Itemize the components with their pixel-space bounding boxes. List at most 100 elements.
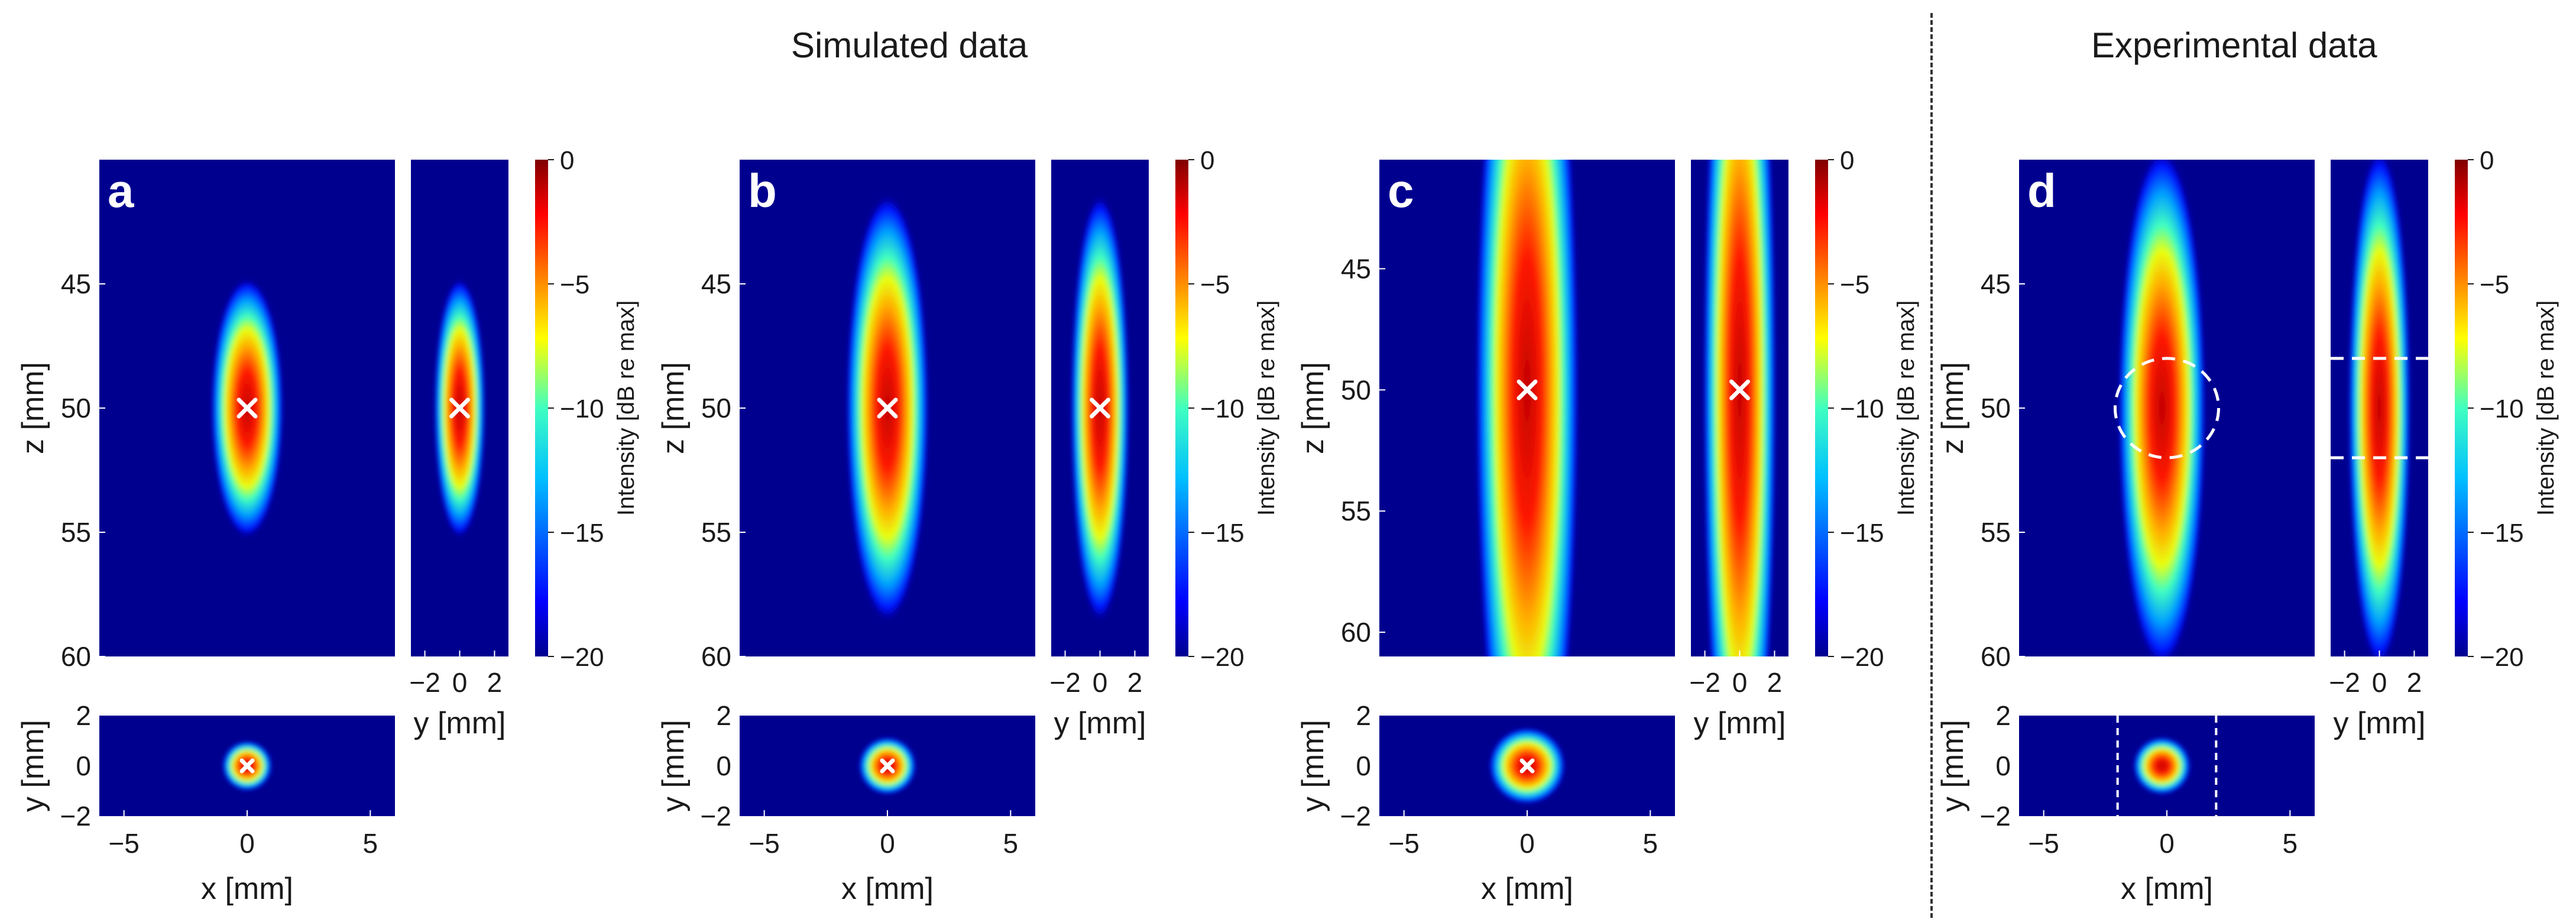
xy-view-a: −5 0 5 2 0 −2 x [mm] y [mm] xyxy=(16,700,395,906)
xz-peak-marker-c xyxy=(1517,379,1538,400)
x-axis-label-d: x [mm] xyxy=(2121,872,2213,906)
z-tick-c-45: 45 xyxy=(1341,253,1371,284)
y-tick-xy-c--2: −2 xyxy=(1340,801,1371,832)
z-tick-a-45: 45 xyxy=(61,268,91,299)
xy-view-c: −5 0 5 2 0 −2 x [mm] y [mm] xyxy=(1296,700,1675,906)
colorbar-tick-c--5: −5 xyxy=(1840,270,1869,299)
y-axis-label-yz-b: y [mm] xyxy=(1054,706,1146,740)
y-tick-yz-d--2: −2 xyxy=(2329,667,2360,698)
z-tick-d-60: 60 xyxy=(1981,641,2011,672)
y-axis-label-yz-d: y [mm] xyxy=(2334,706,2426,740)
y-axis-label-yz-a: y [mm] xyxy=(414,706,506,740)
colorbar-a: 0 −5 −10 −15 −20 Intensity [dB re max] xyxy=(535,146,639,672)
colorbar-tick-d--10: −10 xyxy=(2480,394,2524,423)
colorbar-strip-d xyxy=(2455,160,2468,656)
y-tick-xy-a--2: −2 xyxy=(60,801,91,832)
colorbar-label-b: Intensity [dB re max] xyxy=(1253,300,1279,516)
x-tick-d--5: −5 xyxy=(2028,828,2059,859)
z-axis-label-a: z [mm] xyxy=(16,362,50,454)
y-tick-xy-b-0: 0 xyxy=(716,750,731,781)
panel-letter-a: a xyxy=(108,164,134,217)
colorbar-d: 0 −5 −10 −15 −20 Intensity [dB re max] xyxy=(2455,146,2559,672)
xy-view-d: −5 0 5 2 0 −2 x [mm] y [mm] xyxy=(1936,700,2315,906)
simulated-data-title: Simulated data xyxy=(791,25,1028,65)
xz-focal-spot-d xyxy=(2118,160,2206,656)
y-tick-xy-b-2: 2 xyxy=(716,700,731,731)
x-tick-b-5: 5 xyxy=(1003,828,1019,859)
colorbar-label-a: Intensity [dB re max] xyxy=(613,300,639,516)
x-tick-c--5: −5 xyxy=(1388,828,1419,859)
y-tick-yz-c--2: −2 xyxy=(1689,667,1720,698)
colorbar-tick-a--20: −20 xyxy=(560,643,604,672)
colorbar-tick-d-0: 0 xyxy=(2480,146,2494,175)
y-tick-xy-d-0: 0 xyxy=(1995,750,2011,781)
z-tick-c-55: 55 xyxy=(1341,496,1371,526)
xz-view-a: a 45 50 55 60 z [mm] xyxy=(16,160,395,672)
x-axis-label-c: x [mm] xyxy=(1481,872,1573,906)
y-tick-yz-b--2: −2 xyxy=(1049,667,1080,698)
y-tick-yz-b-2: 2 xyxy=(1127,667,1143,698)
colorbar-tick-a--15: −15 xyxy=(560,519,604,548)
xy-peak-marker-c xyxy=(1519,758,1535,774)
yz-peak-marker-b xyxy=(1090,397,1110,419)
xz-peak-marker-a xyxy=(236,397,258,419)
yz-view-c: −2 0 2 y [mm] xyxy=(1689,160,1788,740)
z-tick-a-60: 60 xyxy=(61,641,91,672)
x-tick-d-5: 5 xyxy=(2283,828,2298,859)
z-tick-b-45: 45 xyxy=(701,268,731,299)
colorbar-tick-c--20: −20 xyxy=(1840,643,1884,672)
y-tick-yz-c-2: 2 xyxy=(1767,667,1783,698)
z-axis-label-b: z [mm] xyxy=(656,362,691,454)
z-tick-d-45: 45 xyxy=(1981,268,2011,299)
xz-peak-marker-b xyxy=(877,397,898,419)
y-tick-yz-a-0: 0 xyxy=(452,667,468,698)
xy-view-b: −5 0 5 2 0 −2 x [mm] y [mm] xyxy=(656,700,1035,906)
x-tick-a--5: −5 xyxy=(108,828,139,859)
x-axis-label-b: x [mm] xyxy=(841,872,934,906)
z-tick-d-55: 55 xyxy=(1981,517,2011,548)
colorbar-strip-a xyxy=(535,160,548,656)
colorbar-tick-b-0: 0 xyxy=(1200,146,1214,175)
yz-focal-spot-d xyxy=(2348,160,2411,656)
z-tick-c-50: 50 xyxy=(1341,374,1371,405)
z-tick-c-60: 60 xyxy=(1341,617,1371,648)
experimental-data-title: Experimental data xyxy=(2091,25,2377,65)
yz-view-a: −2 0 2 y [mm] xyxy=(409,160,508,740)
colorbar-tick-b--10: −10 xyxy=(1200,394,1245,423)
colorbar-strip-c xyxy=(1815,160,1828,656)
y-tick-yz-d-0: 0 xyxy=(2372,667,2387,698)
colorbar-tick-b--20: −20 xyxy=(1200,643,1245,672)
z-tick-a-55: 55 xyxy=(61,517,91,548)
y-tick-xy-c-2: 2 xyxy=(1356,700,1371,731)
x-tick-c-0: 0 xyxy=(1519,828,1535,859)
colorbar-label-d: Intensity [dB re max] xyxy=(2533,300,2559,516)
y-tick-xy-b--2: −2 xyxy=(701,801,731,832)
colorbar-label-c: Intensity [dB re max] xyxy=(1893,300,1919,516)
z-tick-d-50: 50 xyxy=(1981,393,2011,423)
z-tick-b-55: 55 xyxy=(701,517,731,548)
xy-peak-marker-a xyxy=(239,758,255,774)
colorbar-tick-a-0: 0 xyxy=(560,146,574,175)
colorbar-tick-a--5: −5 xyxy=(560,270,589,299)
y-tick-yz-a-2: 2 xyxy=(487,667,503,698)
colorbar-tick-b--5: −5 xyxy=(1200,270,1230,299)
y-axis-label-xy-a: y [mm] xyxy=(16,720,50,812)
x-tick-c-5: 5 xyxy=(1643,828,1658,859)
y-tick-yz-c-0: 0 xyxy=(1732,667,1748,698)
y-tick-xy-c-0: 0 xyxy=(1356,750,1371,781)
yz-view-b: −2 0 2 y [mm] xyxy=(1049,160,1149,740)
x-axis-label-a: x [mm] xyxy=(201,872,293,906)
xy-focal-spot-d xyxy=(2133,737,2191,795)
y-tick-yz-d-2: 2 xyxy=(2407,667,2422,698)
y-tick-yz-b-0: 0 xyxy=(1093,667,1108,698)
colorbar-tick-d--15: −15 xyxy=(2480,519,2524,548)
y-axis-label-xy-b: y [mm] xyxy=(656,720,691,812)
xz-view-d: d 45 50 55 60 z [mm] xyxy=(1936,160,2315,672)
colorbar-tick-c-0: 0 xyxy=(1840,146,1854,175)
z-tick-a-50: 50 xyxy=(61,393,91,423)
y-tick-yz-a--2: −2 xyxy=(409,667,440,698)
colorbar-tick-d--20: −20 xyxy=(2480,643,2524,672)
y-tick-xy-d-2: 2 xyxy=(1995,700,2011,731)
